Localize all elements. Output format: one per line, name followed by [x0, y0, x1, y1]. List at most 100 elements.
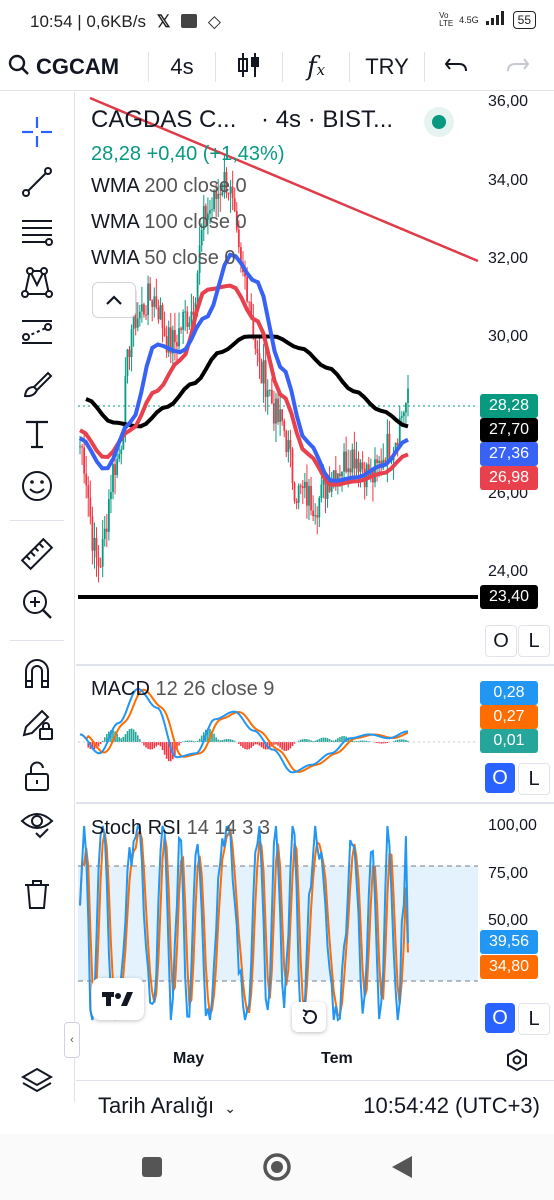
wma50-price-tag: 27,36: [480, 442, 538, 466]
trend-line-drawing[interactable]: [89, 96, 479, 263]
candle-body: [227, 193, 230, 195]
candle-body: [273, 403, 275, 424]
chart-clock[interactable]: 10:54:42 (UTC+3): [363, 1093, 540, 1118]
brush-tool-button[interactable]: [17, 364, 57, 404]
macd-hist-bar: [347, 737, 349, 742]
candle-body: [202, 205, 205, 230]
candle-body: [215, 190, 218, 199]
text-tool-button[interactable]: [17, 414, 57, 454]
chart-settings-button[interactable]: [505, 1048, 529, 1077]
lock-drawings-button[interactable]: [17, 704, 57, 744]
macd-hist-bar: [244, 742, 246, 750]
price-tick: 34,00: [488, 172, 529, 189]
macd-hist-bar: [246, 742, 248, 750]
candle-body: [266, 390, 269, 397]
candle-body: [312, 510, 315, 517]
toolbar-divider: [10, 640, 64, 641]
macd-hist-bar: [403, 739, 405, 742]
stoch-o-button[interactable]: O: [485, 1003, 515, 1033]
candle-body: [176, 342, 178, 347]
tradingview-logo[interactable]: [92, 978, 144, 1020]
macd-l-button[interactable]: L: [518, 763, 550, 795]
back-button[interactable]: [390, 1154, 414, 1185]
chart-legend-title[interactable]: CAGDAS C... · 4s · BIST...: [91, 106, 393, 134]
object-tree-button[interactable]: [17, 1062, 57, 1102]
x-app-icon: 𝕏: [156, 12, 171, 31]
macd-o-button[interactable]: O: [485, 763, 515, 793]
candle-body: [334, 470, 337, 485]
candle-body: [310, 485, 312, 511]
macd-hist-bar: [101, 740, 104, 742]
trend-line-tool-button[interactable]: [17, 162, 57, 202]
forecast-icon: [22, 320, 52, 344]
market-status-indicator[interactable]: [424, 107, 454, 137]
macd-legend[interactable]: MACD 12 26 close 9: [91, 678, 274, 701]
last-price-tag: 28,28: [480, 394, 538, 418]
hide-drawings-button[interactable]: [17, 804, 57, 844]
chart-canvas[interactable]: [0, 0, 554, 1080]
forecast-tool-button[interactable]: [17, 312, 57, 352]
date-range-button[interactable]: Tarih Aralığı ⌄: [98, 1093, 236, 1119]
pattern-tool-button[interactable]: [17, 262, 57, 302]
redo-button[interactable]: [487, 44, 549, 90]
candle-body: [402, 412, 405, 417]
candle-body: [211, 209, 213, 211]
stoch-legend[interactable]: Stoch RSI 14 14 3 3: [91, 817, 270, 840]
undo-button[interactable]: [425, 44, 487, 90]
candle-body: [126, 349, 129, 376]
reset-chart-button[interactable]: [292, 1002, 326, 1032]
macd-hist-bar: [322, 737, 325, 742]
candle-body: [289, 440, 292, 449]
macd-hist-bar: [365, 740, 368, 742]
macd-hist-bar: [287, 742, 290, 751]
crosshair-tool-button[interactable]: [17, 112, 57, 152]
main-l-button[interactable]: L: [518, 625, 550, 657]
symbol-search-button[interactable]: CGCAM: [0, 44, 148, 90]
recent-apps-button[interactable]: [141, 1156, 163, 1183]
macd-hist-bar: [357, 740, 360, 742]
candle-body: [229, 186, 232, 194]
macd-hist-bar: [145, 742, 147, 748]
macd-hist-bar: [213, 733, 215, 742]
pane-divider[interactable]: [76, 802, 554, 804]
emoji-tool-button[interactable]: [17, 466, 57, 506]
macd-hist-bar: [273, 742, 275, 745]
candle-body: [190, 311, 193, 323]
currency-button[interactable]: TRY: [365, 54, 409, 79]
legend-wma100[interactable]: WMA 100 close 0: [91, 211, 247, 234]
legend-wma50[interactable]: WMA 50 close 0: [91, 247, 236, 270]
magnet-button[interactable]: [17, 654, 57, 694]
unlock-button[interactable]: [17, 756, 57, 796]
zoom-tool-button[interactable]: [17, 584, 57, 624]
toolbar-divider: [424, 52, 425, 82]
candle-body: [345, 451, 348, 472]
legend-wma200[interactable]: WMA 200 close 0: [91, 175, 247, 198]
macd-hist-bar: [351, 740, 354, 742]
candle-body: [223, 172, 226, 193]
macd-hist-bar: [250, 742, 253, 748]
macd-hist-bar: [225, 739, 228, 742]
home-button[interactable]: [262, 1152, 292, 1187]
chevron-left-icon: ‹: [70, 1034, 74, 1046]
delete-drawings-button[interactable]: [17, 874, 57, 914]
macd-hist-bar: [279, 742, 281, 748]
interval-button[interactable]: 4s: [170, 54, 194, 79]
candle-body: [83, 447, 86, 474]
collapse-legend-button[interactable]: [92, 282, 136, 318]
candle-body: [244, 272, 246, 277]
stoch-l-button[interactable]: L: [518, 1003, 550, 1035]
wma100-price-tag: 26,98: [480, 466, 538, 490]
collapse-toolbar-handle[interactable]: ‹: [64, 1022, 80, 1058]
candle-body: [262, 360, 265, 384]
main-o-button[interactable]: O: [485, 625, 517, 657]
macd-hist-bar: [106, 734, 108, 742]
candle-body: [221, 192, 224, 195]
chart-type-button[interactable]: [216, 44, 282, 90]
macd-hist-bar: [153, 742, 156, 749]
macd-hist-bar: [396, 739, 399, 742]
date-range-label: Tarih Aralığı: [98, 1093, 215, 1118]
measure-tool-button[interactable]: [17, 534, 57, 574]
fib-tool-button[interactable]: [17, 212, 57, 252]
indicators-button[interactable]: fx: [283, 44, 349, 90]
pane-divider[interactable]: [76, 664, 554, 666]
